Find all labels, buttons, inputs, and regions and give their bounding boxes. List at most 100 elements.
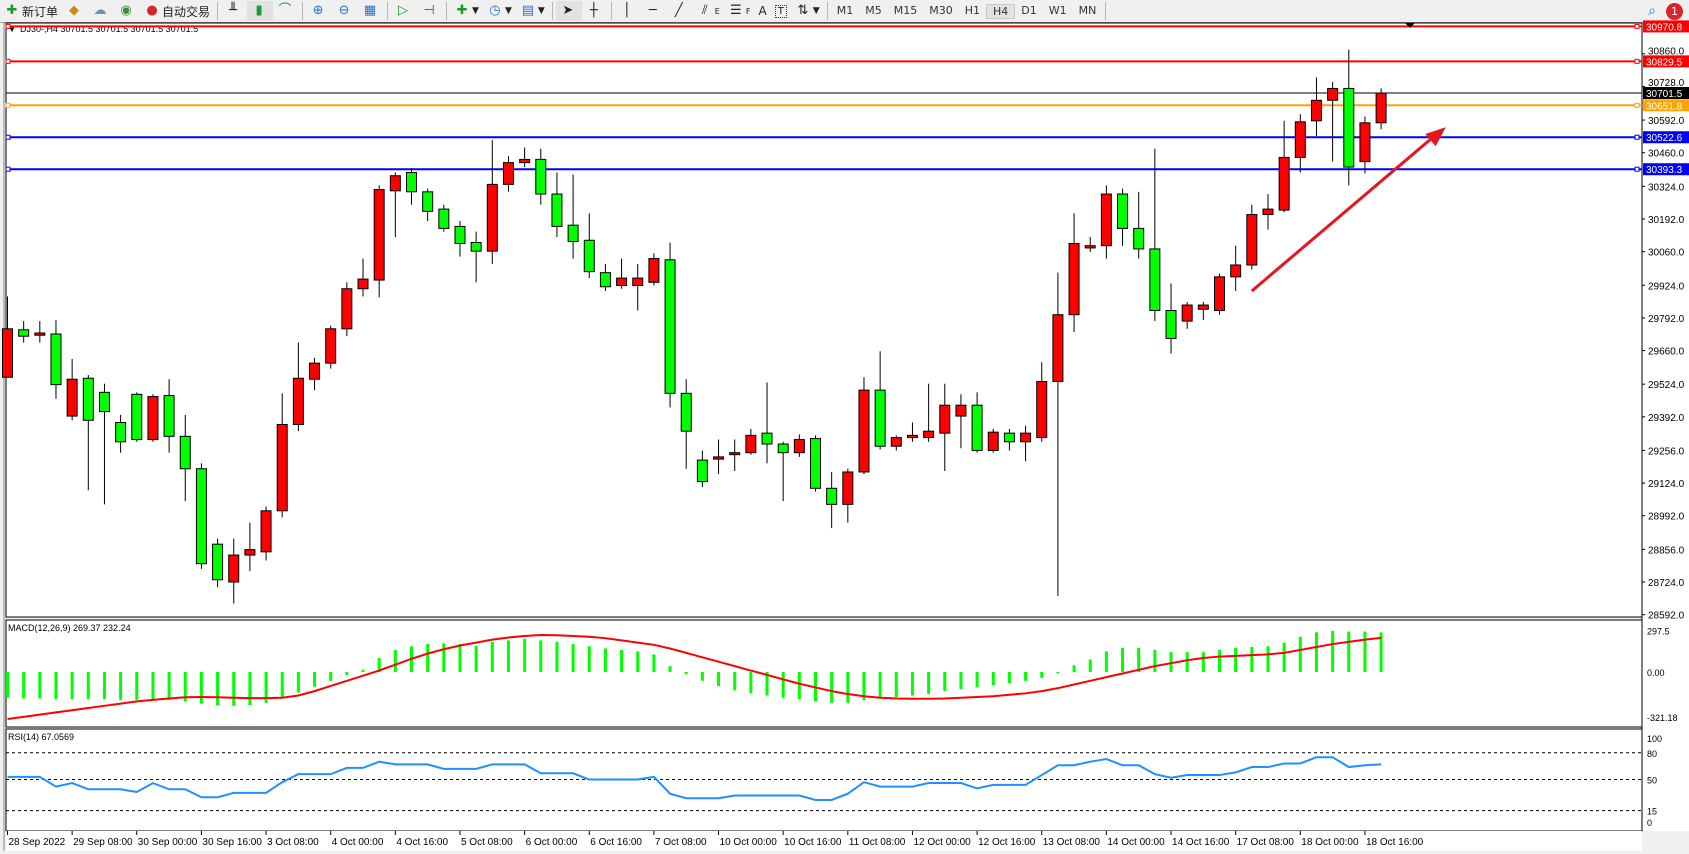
candle [1246, 204, 1258, 270]
candle [98, 383, 110, 505]
candle-body-bull [1036, 380, 1048, 439]
candle-body-bull [729, 452, 741, 456]
timeframe-m1[interactable]: M1 [836, 3, 854, 17]
price-tick-label: 30860.0 [1648, 46, 1685, 57]
signals-button[interactable]: ◉ [114, 1, 140, 21]
vertical-line-button[interactable]: │ [615, 1, 641, 21]
candle [18, 321, 30, 343]
zoom-out-button[interactable]: ⊖ [332, 1, 358, 21]
candle-body-bear [163, 395, 175, 437]
trend-arrow-head-icon[interactable] [1425, 127, 1446, 147]
candle [810, 435, 821, 492]
line-handle-left[interactable] [5, 134, 11, 140]
equidistant-channel-button[interactable]: ⫽ E [693, 1, 724, 21]
toolbar-right: ⌕ 1 [1648, 0, 1683, 22]
arrows-button[interactable]: ⇅ ▼ [791, 1, 824, 21]
price-level-label: 30829.5 [1646, 57, 1683, 68]
search-icon[interactable]: ⌕ [1648, 3, 1656, 19]
line-chart-button[interactable]: ⌒ [273, 1, 299, 21]
auto-scroll-button[interactable]: ▷ [391, 1, 417, 21]
horizontal-line-button[interactable]: ─ [641, 1, 667, 21]
trendline-button[interactable]: ╱ [667, 1, 693, 21]
history-center-button[interactable]: ◆ [62, 1, 88, 21]
fibo-suffix: F [745, 6, 751, 16]
timeframe-h4[interactable]: H4 [986, 3, 1016, 19]
vertical-line-icon: │ [622, 3, 631, 18]
time-tick-label: 12 Oct 00:00 [913, 837, 971, 848]
new-order-icon: ✚ [6, 3, 18, 18]
line-handle-left[interactable] [5, 166, 11, 172]
candle-body-bull [1052, 314, 1064, 382]
cursor-button[interactable]: ➤ [555, 1, 582, 21]
bar-chart-button[interactable]: ╨ [221, 1, 247, 21]
line-handle-right[interactable] [1634, 58, 1640, 64]
notifications-button[interactable]: 1 [1666, 2, 1683, 20]
candle [1310, 77, 1322, 136]
divider [551, 2, 553, 20]
divider [387, 2, 389, 20]
line-handle-left[interactable] [5, 58, 11, 64]
timeframe-m5[interactable]: M5 [865, 3, 882, 17]
line-handle-right[interactable] [1634, 102, 1640, 108]
candle-body-bear [777, 443, 789, 454]
new-order-button[interactable]: ✚ 新订单 [0, 1, 62, 21]
arrows-icon: ⇅ [797, 3, 809, 18]
line-handle-right[interactable] [1634, 23, 1640, 29]
candle-body-bull [228, 554, 240, 583]
timeframe-m15[interactable]: M15 [893, 3, 918, 17]
line-handle-right[interactable] [1634, 134, 1640, 140]
templates-button[interactable]: ▤ ▼ [516, 1, 549, 21]
candle [696, 450, 708, 488]
timeframe-m30[interactable]: M30 [929, 3, 953, 17]
auto-trading-button[interactable]: ● 自动交易 [140, 1, 214, 21]
market-cloud-button[interactable]: ☁ [88, 1, 114, 21]
candlestick-button[interactable]: ▮ [247, 1, 274, 21]
zoom-in-button[interactable]: ⊕ [306, 1, 332, 21]
candle [486, 140, 498, 265]
tile-windows-button[interactable]: ▦ [358, 1, 384, 21]
time-tick-label: 28 Sep 2022 [9, 837, 66, 848]
macd-pane[interactable] [5, 619, 1643, 728]
candle-body-bull [1246, 214, 1258, 266]
periods-button[interactable]: ◷ ▼ [483, 1, 516, 21]
candle [1375, 88, 1387, 130]
candle [987, 428, 999, 453]
timeframe-w1[interactable]: W1 [1048, 3, 1067, 17]
chart-shift-marker-icon[interactable] [1405, 23, 1415, 28]
candle-body-bear [1117, 193, 1129, 229]
candle-body-bull [648, 258, 660, 283]
line-handle-left[interactable] [5, 102, 11, 108]
time-tick-label: 3 Oct 08:00 [267, 837, 319, 848]
line-handle-right[interactable] [1634, 166, 1640, 172]
text-button[interactable]: A [754, 1, 770, 21]
periods-clock-icon: ◷ [489, 3, 501, 18]
chart-shift-button[interactable]: ⊣ [417, 1, 443, 21]
main-pane[interactable] [5, 22, 1643, 618]
price-tick-label: 30192.0 [1648, 215, 1685, 226]
candle [50, 320, 62, 399]
timeframe-mn[interactable]: MN [1078, 3, 1097, 17]
timeframe-h1[interactable]: H1 [964, 3, 980, 17]
fibonacci-button[interactable]: ☰ F [724, 1, 755, 21]
crosshair-button[interactable]: ┼ [582, 1, 608, 21]
time-tick-label: 17 Oct 08:00 [1237, 837, 1295, 848]
candle [826, 471, 838, 529]
timeframe-d1[interactable]: D1 [1021, 3, 1037, 17]
trend-arrow-line[interactable] [1250, 137, 1433, 293]
candle [1117, 188, 1129, 246]
candle [1327, 82, 1339, 162]
candle [632, 264, 644, 311]
candle [583, 213, 595, 279]
timeframe-bar: M1 M5 M15 M30 H1 H4 D1 W1 MN [831, 3, 1103, 19]
candle [1149, 148, 1161, 322]
line-handle-left[interactable] [5, 23, 11, 29]
candle-body-bull [955, 404, 967, 417]
candle [454, 220, 466, 257]
chart-menu-arrow-icon[interactable]: ▼ [8, 25, 16, 34]
time-tick-label: 29 Sep 08:00 [73, 837, 133, 848]
candle-body-bull [486, 183, 498, 252]
candle [373, 185, 385, 298]
indicators-button[interactable]: ✚ ▼ [450, 1, 483, 21]
text-label-button[interactable]: T [771, 1, 791, 21]
